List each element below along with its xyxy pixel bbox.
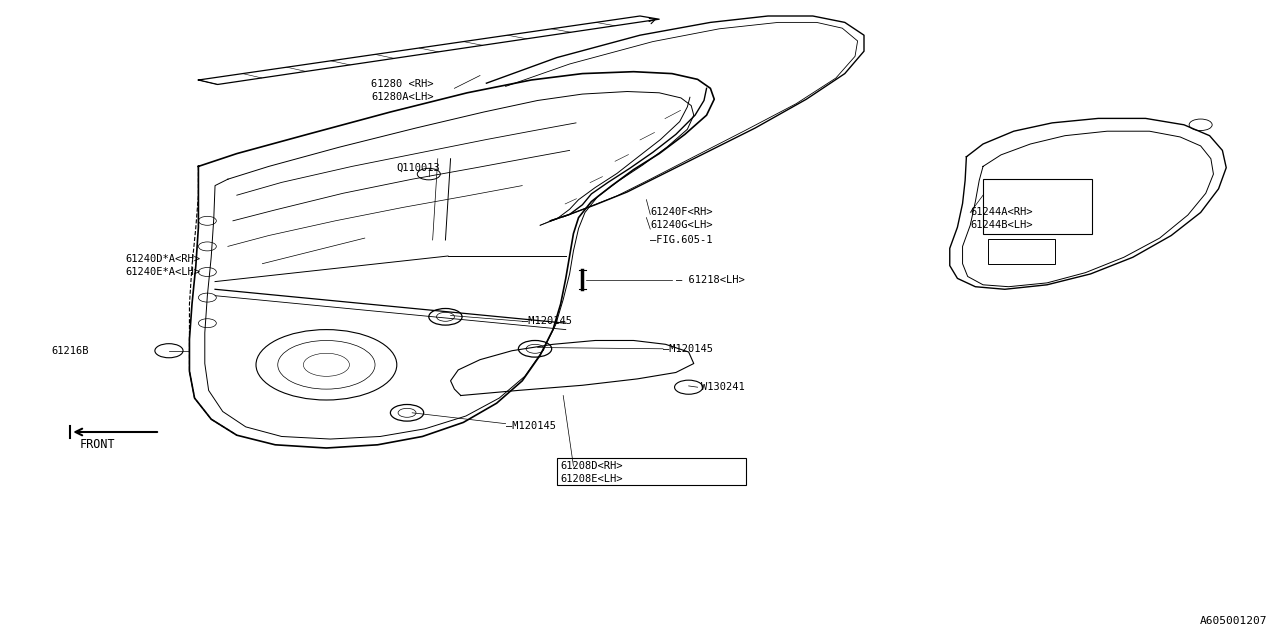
Text: 61280 <RH>: 61280 <RH>: [371, 79, 434, 90]
Text: 61208D<RH>: 61208D<RH>: [561, 461, 623, 471]
Text: 61240F<RH>: 61240F<RH>: [650, 207, 713, 218]
Text: 61244A<RH>: 61244A<RH>: [970, 207, 1033, 218]
Text: 61240G<LH>: 61240G<LH>: [650, 220, 713, 230]
Text: 61280A<LH>: 61280A<LH>: [371, 92, 434, 102]
Text: A605001207: A605001207: [1199, 616, 1267, 626]
Text: FRONT: FRONT: [79, 438, 115, 451]
Bar: [983, 179, 1092, 234]
Bar: [988, 239, 1055, 264]
Text: —M120145: —M120145: [506, 420, 556, 431]
Text: W130241: W130241: [701, 382, 745, 392]
Text: 61240E*A<LH>: 61240E*A<LH>: [125, 267, 201, 277]
Text: 61240D*A<RH>: 61240D*A<RH>: [125, 254, 201, 264]
Text: 61208E<LH>: 61208E<LH>: [561, 474, 623, 484]
Text: 61216B: 61216B: [51, 346, 88, 356]
Text: 61244B<LH>: 61244B<LH>: [970, 220, 1033, 230]
Text: Q110013: Q110013: [397, 163, 440, 173]
Text: —M120145: —M120145: [522, 316, 572, 326]
Text: —FIG.605-1: —FIG.605-1: [650, 235, 713, 245]
Text: —M120145: —M120145: [663, 344, 713, 354]
Bar: [557, 458, 746, 485]
Text: — 61218<LH>: — 61218<LH>: [676, 275, 745, 285]
